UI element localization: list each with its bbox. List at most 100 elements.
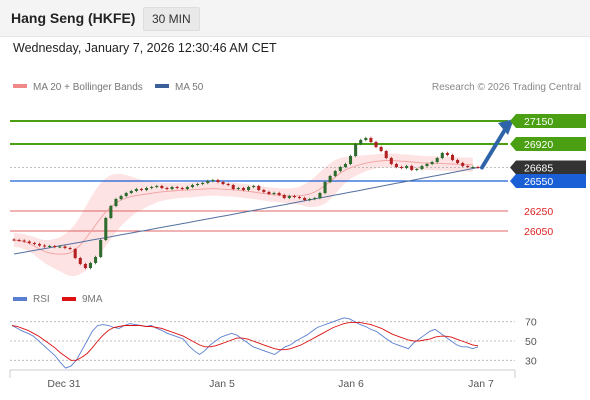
instrument-title: Hang Seng (HKFE) bbox=[11, 10, 136, 26]
candle bbox=[109, 204, 113, 220]
candle bbox=[369, 136, 373, 144]
candle-body bbox=[389, 158, 393, 164]
candle bbox=[410, 164, 414, 172]
candle bbox=[236, 186, 240, 191]
candle-body bbox=[333, 171, 337, 176]
candle-body bbox=[12, 239, 16, 241]
candle-body bbox=[318, 193, 322, 198]
candle-body bbox=[63, 246, 67, 248]
candle-body bbox=[364, 138, 368, 140]
candle bbox=[277, 191, 281, 197]
candle bbox=[379, 145, 383, 153]
candle bbox=[343, 162, 347, 169]
price-tag-text: 27150 bbox=[524, 116, 553, 128]
candle-body bbox=[150, 187, 154, 188]
candle bbox=[471, 165, 475, 169]
candle-body bbox=[287, 196, 291, 198]
candle-body bbox=[359, 140, 363, 144]
candle bbox=[328, 174, 332, 184]
candle bbox=[415, 167, 419, 172]
rsi-line bbox=[11, 317, 479, 369]
candle-body bbox=[83, 264, 87, 268]
candle-body bbox=[445, 153, 449, 155]
candle bbox=[384, 149, 388, 160]
candle bbox=[440, 151, 444, 160]
rsi-9ma-line bbox=[11, 322, 479, 361]
candle-body bbox=[384, 151, 388, 158]
candle-body bbox=[129, 191, 133, 193]
candle-body bbox=[104, 218, 108, 240]
candle bbox=[170, 185, 174, 191]
candle-body bbox=[461, 163, 465, 166]
timeframe-button[interactable]: 30 MIN bbox=[143, 7, 200, 31]
candle-body bbox=[206, 181, 210, 183]
candle-body bbox=[354, 144, 358, 156]
price-level-label-26250: 26250 bbox=[524, 206, 553, 218]
candle-body bbox=[73, 249, 77, 258]
legend-ma20-label: MA 20 + Bollinger Bands bbox=[33, 82, 143, 93]
candle-body bbox=[216, 180, 220, 182]
candle-body bbox=[201, 183, 205, 184]
candle-body bbox=[471, 167, 475, 168]
candle-body bbox=[410, 166, 414, 170]
forecast-arrow-shaft bbox=[480, 126, 508, 170]
candle-body bbox=[145, 188, 149, 190]
price-tag-bg bbox=[510, 160, 586, 175]
candle bbox=[420, 164, 424, 171]
candle bbox=[221, 180, 225, 186]
candle bbox=[287, 194, 291, 200]
candle-body bbox=[190, 185, 194, 187]
candle-body bbox=[58, 246, 62, 248]
legend-ma50-label: MA 50 bbox=[175, 82, 204, 93]
candle bbox=[104, 216, 108, 242]
candle bbox=[216, 178, 220, 184]
chart-header bbox=[0, 0, 590, 37]
candle-body bbox=[374, 142, 378, 147]
candle bbox=[461, 161, 465, 168]
candle bbox=[53, 244, 57, 249]
candle bbox=[180, 186, 184, 191]
candle bbox=[323, 180, 327, 195]
candle-body bbox=[27, 241, 31, 243]
candle bbox=[63, 245, 67, 250]
candle bbox=[338, 165, 342, 173]
candle-body bbox=[308, 199, 312, 200]
candle-body bbox=[165, 188, 169, 189]
candle-body bbox=[394, 164, 398, 167]
candle bbox=[399, 165, 404, 170]
candle-body bbox=[88, 263, 93, 268]
candle bbox=[247, 185, 251, 192]
candle-layer bbox=[12, 136, 480, 270]
candle-body bbox=[399, 167, 404, 168]
candle-body bbox=[435, 158, 439, 162]
candle bbox=[206, 179, 210, 185]
candle bbox=[83, 262, 87, 270]
price-level-tag-26550: 26550 bbox=[510, 174, 586, 188]
candle bbox=[58, 245, 62, 249]
candle-body bbox=[430, 162, 434, 164]
candle-body bbox=[466, 166, 470, 167]
candle bbox=[150, 185, 154, 190]
time-axis: Dec 31 Jan 5 Jan 6 Jan 7 bbox=[9, 369, 516, 390]
candle bbox=[359, 138, 363, 146]
candle bbox=[267, 190, 271, 196]
candle-body bbox=[109, 206, 113, 218]
candle-body bbox=[425, 164, 429, 166]
candle-body bbox=[221, 182, 225, 184]
candle-body bbox=[22, 240, 26, 242]
candle bbox=[226, 182, 230, 187]
candle bbox=[78, 256, 82, 266]
candle-body bbox=[78, 258, 82, 264]
candle bbox=[445, 151, 449, 157]
candle bbox=[48, 244, 52, 248]
candle-body bbox=[17, 240, 21, 241]
legend-rsi-label: RSI bbox=[33, 294, 50, 305]
rsi-tick-label: 50 bbox=[525, 336, 537, 348]
price-level-label-26050: 26050 bbox=[524, 226, 553, 238]
price-level-tag-26920: 26920 bbox=[510, 137, 586, 151]
candle-body bbox=[236, 188, 240, 189]
candle-body bbox=[272, 193, 276, 194]
candle-body bbox=[323, 182, 327, 193]
